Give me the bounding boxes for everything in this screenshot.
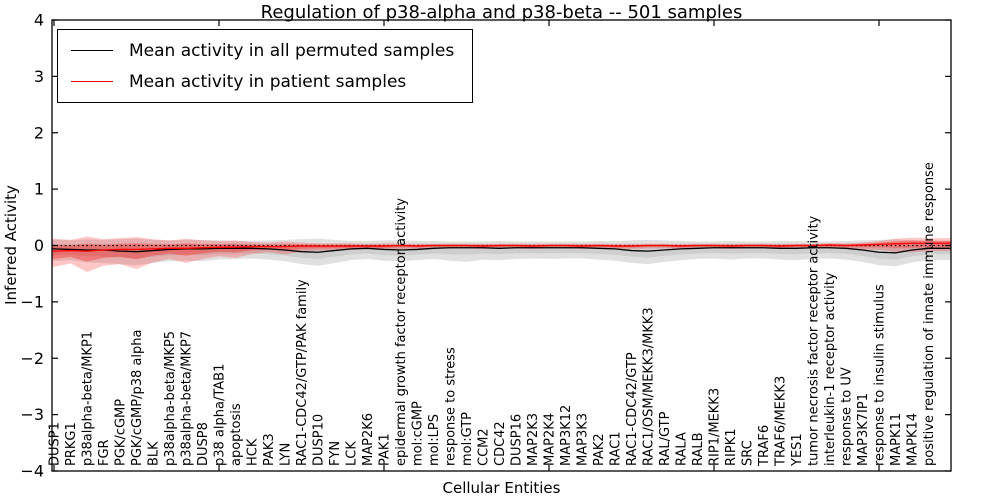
entity-label: FGR <box>97 439 112 466</box>
entity-label: p38alpha-beta/MKP7 <box>180 331 195 466</box>
entity-label: RALA <box>675 432 690 466</box>
entity-label: CCM2 <box>477 428 492 466</box>
chart-title: Regulation of p38-alpha and p38-beta -- … <box>260 2 743 23</box>
entity-label: PAK2 <box>592 433 607 466</box>
entity-label: response to stress <box>444 347 459 466</box>
entity-label: mol:GTP <box>460 412 475 466</box>
entity-label: MAPK11 <box>889 413 904 466</box>
entity-label: RAC1-CDC42/GTP/PAK family <box>295 279 310 466</box>
entity-label: TRAF6 <box>757 425 772 467</box>
entity-label: PGK/cGMP/p38 alpha <box>130 330 145 466</box>
entity-label: p38 alpha/TAB1 <box>213 364 228 466</box>
x-axis-label: Cellular Entities <box>442 479 561 497</box>
entity-label: RAC1-CDC42/GTP <box>625 352 640 466</box>
entity-label: DUSP16 <box>510 414 525 466</box>
entity-label: MAPK14 <box>906 413 921 466</box>
entity-label: positive regulation of innate immune res… <box>922 162 937 466</box>
y-tick-label: 3 <box>34 67 44 86</box>
entity-label: MAP3K7IP1 <box>856 393 871 466</box>
entity-label: p38alpha-beta/MKP5 <box>163 331 178 466</box>
entity-label: LYN <box>279 443 294 466</box>
entity-label: epidermal growth factor receptor activit… <box>394 198 409 466</box>
patient-line-swatch <box>71 81 113 82</box>
entity-label: PGK/cGMP <box>114 399 129 466</box>
y-tick-label: 2 <box>34 123 44 142</box>
entity-label: response to UV <box>840 367 855 466</box>
entity-label: MAP2K6 <box>361 413 376 466</box>
y-tick-label: 4 <box>34 11 44 30</box>
entity-label: FYN <box>328 441 343 466</box>
entity-label: MAP2K4 <box>543 413 558 466</box>
entity-label: PAK3 <box>262 433 277 466</box>
entity-label: mol:cGMP <box>411 401 426 466</box>
entity-label: MAP3K12 <box>559 405 574 466</box>
legend-label-patient: Mean activity in patient samples <box>129 71 407 92</box>
entity-label: MAP3K3 <box>576 413 591 466</box>
entity-label: PAK1 <box>378 433 393 466</box>
entity-label: DUSP1 <box>48 422 63 466</box>
entity-label: RIP1/MEKK3 <box>708 388 723 466</box>
permuted-line-swatch <box>71 50 113 51</box>
legend-item-patient: Mean activity in patient samples <box>58 66 454 97</box>
entity-label: tumor necrosis factor receptor activity <box>807 215 822 466</box>
entity-label: PRKG1 <box>64 422 79 466</box>
entity-label: DUSP8 <box>196 422 211 466</box>
legend: Mean activity in all permuted samples Me… <box>57 29 474 103</box>
legend-item-permuted: Mean activity in all permuted samples <box>58 35 454 66</box>
entity-label: BLK <box>147 441 162 466</box>
legend-label-permuted: Mean activity in all permuted samples <box>129 40 455 61</box>
entity-label: YES1 <box>790 433 805 467</box>
permuted-mean-line <box>52 247 951 254</box>
entity-label: RAC1 <box>609 431 624 466</box>
entity-label: LCK <box>345 441 360 466</box>
entity-label: RAL/GTP <box>658 411 673 466</box>
entity-label: RAC1/OSM/MEKK3/MKK3 <box>642 307 657 466</box>
entity-label: CDC42 <box>493 421 508 466</box>
entity-label: HCK <box>246 438 261 466</box>
entity-label: interleukin-1 receptor activity <box>823 272 838 466</box>
entity-label: MAP2K3 <box>526 413 541 466</box>
entity-label: SRC <box>741 440 756 466</box>
entity-label: DUSP10 <box>312 414 327 466</box>
entity-label: RALB <box>691 432 706 466</box>
y-tick-label: −4 <box>20 462 44 481</box>
entity-label: p38alpha-beta/MKP1 <box>81 331 96 466</box>
y-tick-label: −2 <box>20 349 44 368</box>
entity-label: response to insulin stimulus <box>873 284 888 466</box>
y-axis-label: Inferred Activity <box>2 185 20 305</box>
entity-label: TRAF6/MEKK3 <box>774 376 789 467</box>
patient-mean-line <box>52 242 951 252</box>
entity-label: mol:LPS <box>427 414 442 466</box>
entity-label: RIPK1 <box>724 428 739 466</box>
y-tick-label: −3 <box>20 405 44 424</box>
y-tick-label: −1 <box>20 292 44 311</box>
y-tick-label: 0 <box>34 236 44 255</box>
entity-label: apoptosis <box>229 403 244 466</box>
y-tick-label: 1 <box>34 180 44 199</box>
